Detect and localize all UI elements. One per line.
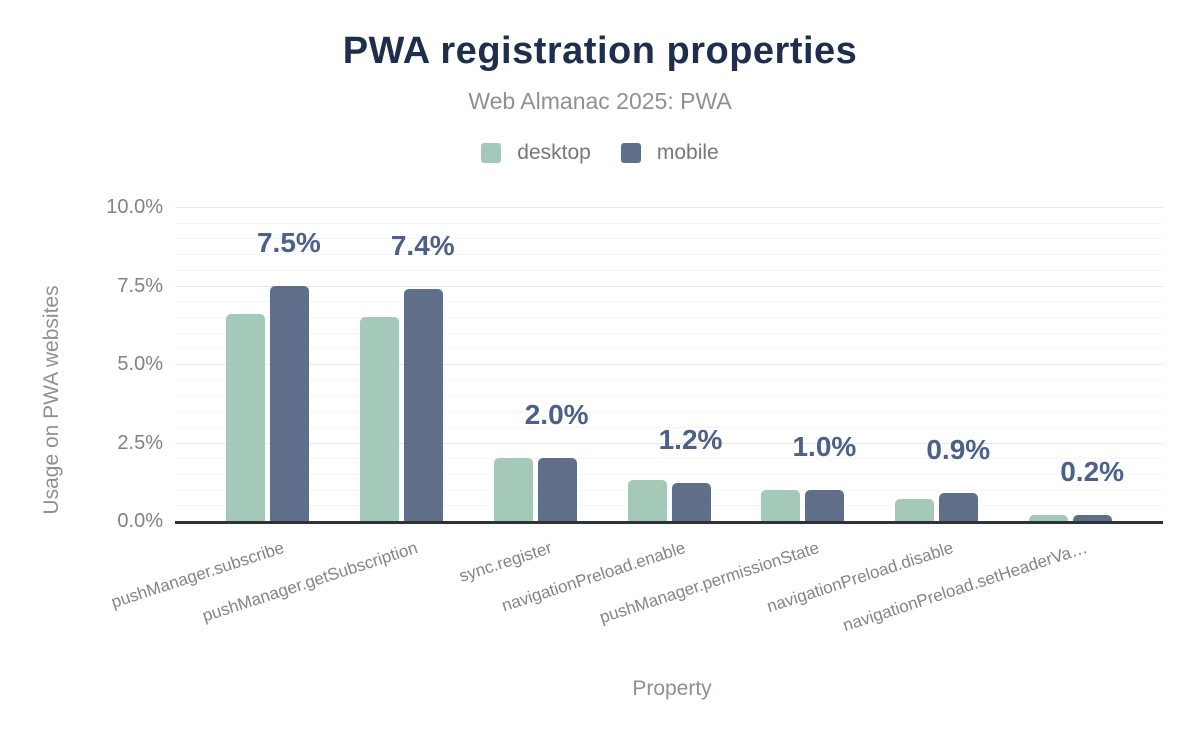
- data-label: 1.0%: [792, 430, 857, 462]
- y-tick-label: 7.5%: [117, 274, 163, 297]
- gridline: [175, 505, 1163, 507]
- legend-swatch-mobile-icon: [620, 143, 641, 163]
- bar-mobile[interactable]: [403, 288, 443, 521]
- gridline: [175, 379, 1163, 381]
- gridline: [175, 442, 1163, 444]
- gridline: [175, 411, 1163, 413]
- gridline: [175, 222, 1163, 224]
- bar-desktop[interactable]: [627, 480, 667, 521]
- bar-mobile[interactable]: [269, 285, 309, 521]
- bar-group: 0.9%: [895, 207, 990, 521]
- bar-mobile[interactable]: [805, 489, 845, 521]
- x-tick-label: navigationPreload.setHeaderVa…: [840, 538, 1090, 636]
- gridline: [175, 332, 1163, 334]
- data-label: 0.9%: [926, 433, 991, 465]
- gridline: [175, 395, 1163, 397]
- bar-group: 2.0%: [493, 207, 589, 521]
- bar-desktop[interactable]: [761, 489, 801, 521]
- plot-area: 7.5% 7.4% 2.0% 1.2% 1.0% 0.9% 0.2%: [175, 207, 1163, 524]
- bar-desktop[interactable]: [895, 499, 935, 521]
- gridline: [175, 473, 1163, 475]
- y-axis-title: Usage on PWA websites: [40, 285, 63, 515]
- bar-group: 7.4%: [359, 207, 455, 521]
- y-tick-label: 10.0%: [106, 196, 163, 218]
- bar-group: 0.2%: [1029, 207, 1124, 521]
- x-tick-label: sync.register: [456, 538, 554, 586]
- legend-label-mobile: mobile: [656, 141, 719, 164]
- x-tick-label: pushManager.permissionState: [597, 538, 822, 628]
- bar-mobile[interactable]: [939, 492, 979, 521]
- gridline: [175, 489, 1163, 491]
- bar-mobile[interactable]: [1073, 514, 1113, 521]
- gridline: [175, 348, 1163, 350]
- bar-desktop[interactable]: [359, 316, 399, 521]
- data-label: 0.2%: [1060, 455, 1125, 487]
- legend-label-desktop: desktop: [517, 141, 591, 164]
- bar-group: 7.5%: [225, 207, 321, 521]
- y-tick-label: 5.0%: [117, 353, 163, 375]
- bar-group: 1.2%: [627, 207, 722, 521]
- legend-item-mobile[interactable]: mobile: [620, 141, 719, 165]
- gridline: [175, 316, 1163, 318]
- gridline: [175, 364, 1163, 365]
- data-label: 2.0%: [524, 399, 589, 431]
- y-tick-label: 0.0%: [117, 510, 163, 532]
- bar-desktop[interactable]: [1029, 514, 1069, 521]
- bar-mobile[interactable]: [671, 483, 711, 521]
- bar-group: 1.0%: [761, 207, 856, 521]
- legend-item-desktop[interactable]: desktop: [481, 141, 591, 165]
- chart-title: PWA registration properties: [342, 30, 858, 72]
- data-label: 1.2%: [658, 424, 723, 456]
- legend-swatch-desktop-icon: [481, 143, 502, 163]
- bar-mobile[interactable]: [537, 458, 577, 521]
- bar-desktop[interactable]: [493, 458, 533, 521]
- gridline: [175, 207, 1163, 208]
- gridline: [175, 254, 1163, 256]
- data-label: 7.4%: [390, 229, 455, 261]
- bar-desktop[interactable]: [225, 313, 265, 521]
- gridline: [175, 301, 1163, 303]
- gridline: [175, 269, 1163, 271]
- gridline: [175, 426, 1163, 428]
- x-axis-title: Property: [632, 677, 712, 700]
- data-label: 7.5%: [256, 226, 321, 258]
- chart-subtitle: Web Almanac 2025: PWA: [468, 88, 732, 114]
- gridline: [175, 238, 1163, 240]
- bar-groups: 7.5% 7.4% 2.0% 1.2% 1.0% 0.9% 0.2%: [175, 207, 1163, 521]
- y-tick-label: 2.5%: [117, 431, 163, 454]
- x-tick-label: pushManager.getSubscription: [200, 538, 421, 626]
- legend: desktop mobile: [0, 141, 1200, 165]
- gridline: [175, 285, 1163, 287]
- gridline: [175, 458, 1163, 460]
